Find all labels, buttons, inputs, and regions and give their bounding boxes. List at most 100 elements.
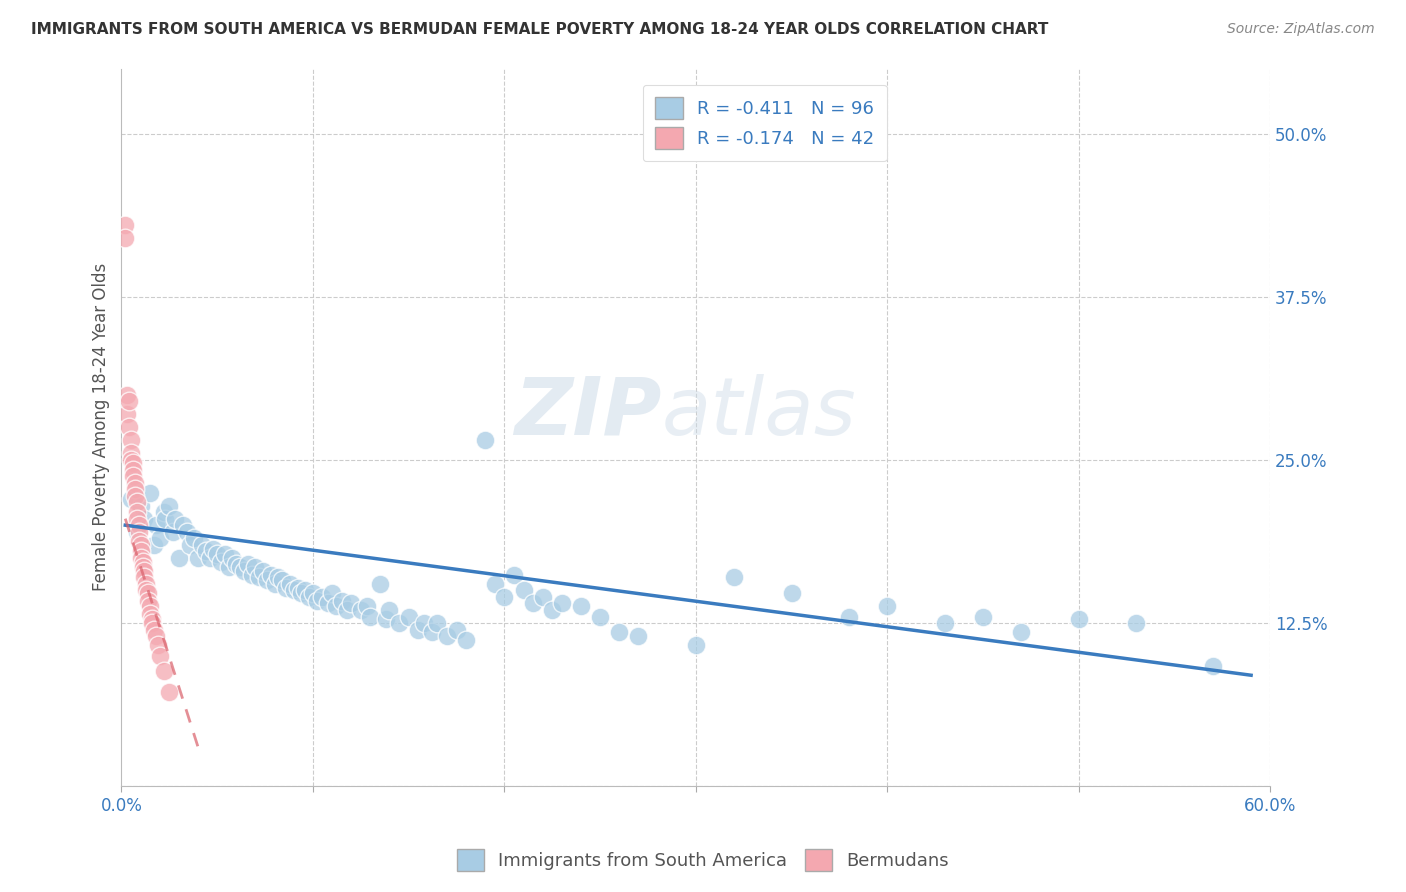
Point: [125, 524, 148, 539]
Point: [294, 583, 316, 598]
Point: [152, 665, 174, 679]
Point: [474, 434, 496, 448]
Point: [406, 623, 429, 637]
Text: IMMIGRANTS FROM SOUTH AMERICA VS BERMUDAN FEMALE POVERTY AMONG 18-24 YEAR OLDS C: IMMIGRANTS FROM SOUTH AMERICA VS BERMUDA…: [31, 22, 1049, 37]
Point: [202, 541, 225, 556]
Point: [165, 511, 187, 525]
Point: [1125, 615, 1147, 630]
Point: [118, 420, 141, 434]
Point: [1067, 612, 1090, 626]
Point: [145, 518, 167, 533]
Point: [139, 599, 162, 613]
Point: [198, 550, 221, 565]
Point: [143, 623, 166, 637]
Point: [115, 407, 138, 421]
Point: [298, 590, 321, 604]
Text: ZIP: ZIP: [515, 374, 661, 452]
Point: [541, 603, 564, 617]
Point: [531, 590, 554, 604]
Point: [131, 560, 153, 574]
Point: [247, 570, 270, 584]
Point: [311, 590, 333, 604]
Y-axis label: Female Poverty Among 18-24 Year Olds: Female Poverty Among 18-24 Year Olds: [93, 263, 110, 591]
Point: [120, 453, 142, 467]
Point: [134, 564, 156, 578]
Point: [125, 494, 148, 508]
Point: [141, 615, 163, 630]
Point: [128, 524, 150, 539]
Point: [122, 456, 145, 470]
Point: [260, 567, 283, 582]
Point: [240, 567, 263, 582]
Point: [120, 492, 142, 507]
Point: [316, 597, 339, 611]
Text: atlas: atlas: [661, 374, 856, 452]
Legend: Immigrants from South America, Bermudans: Immigrants from South America, Bermudans: [450, 842, 956, 879]
Point: [209, 555, 232, 569]
Point: [135, 577, 157, 591]
Point: [512, 583, 534, 598]
Point: [551, 597, 574, 611]
Point: [274, 581, 297, 595]
Point: [157, 499, 180, 513]
Point: [374, 612, 396, 626]
Point: [336, 603, 359, 617]
Point: [141, 612, 163, 626]
Text: Source: ZipAtlas.com: Source: ZipAtlas.com: [1227, 22, 1375, 37]
Point: [302, 586, 325, 600]
Point: [287, 581, 309, 595]
Point: [436, 629, 458, 643]
Point: [378, 603, 401, 617]
Point: [934, 615, 956, 630]
Point: [522, 597, 544, 611]
Point: [125, 505, 148, 519]
Point: [214, 547, 236, 561]
Point: [187, 550, 209, 565]
Point: [131, 555, 153, 569]
Point: [325, 599, 347, 613]
Point: [129, 538, 152, 552]
Point: [267, 570, 290, 584]
Point: [139, 607, 162, 621]
Point: [205, 547, 228, 561]
Point: [245, 560, 267, 574]
Point: [120, 446, 142, 460]
Point: [143, 538, 166, 552]
Point: [398, 609, 420, 624]
Point: [627, 629, 650, 643]
Point: [359, 609, 381, 624]
Point: [124, 490, 146, 504]
Point: [340, 597, 363, 611]
Point: [350, 603, 373, 617]
Point: [256, 573, 278, 587]
Point: [225, 558, 247, 572]
Point: [122, 468, 145, 483]
Point: [118, 394, 141, 409]
Point: [149, 648, 172, 663]
Point: [124, 476, 146, 491]
Point: [134, 511, 156, 525]
Point: [454, 632, 477, 647]
Point: [305, 594, 328, 608]
Point: [172, 518, 194, 533]
Point: [136, 594, 159, 608]
Point: [290, 586, 312, 600]
Point: [152, 505, 174, 519]
Point: [446, 623, 468, 637]
Point: [135, 583, 157, 598]
Point: [191, 538, 214, 552]
Point: [330, 594, 353, 608]
Point: [484, 577, 506, 591]
Legend: R = -0.411   N = 96, R = -0.174   N = 42: R = -0.411 N = 96, R = -0.174 N = 42: [643, 85, 887, 161]
Point: [179, 538, 201, 552]
Point: [124, 482, 146, 496]
Point: [413, 615, 436, 630]
Point: [356, 599, 378, 613]
Point: [494, 590, 516, 604]
Point: [589, 609, 612, 624]
Point: [876, 599, 898, 613]
Point: [972, 609, 994, 624]
Point: [134, 570, 156, 584]
Point: [120, 434, 142, 448]
Point: [167, 550, 190, 565]
